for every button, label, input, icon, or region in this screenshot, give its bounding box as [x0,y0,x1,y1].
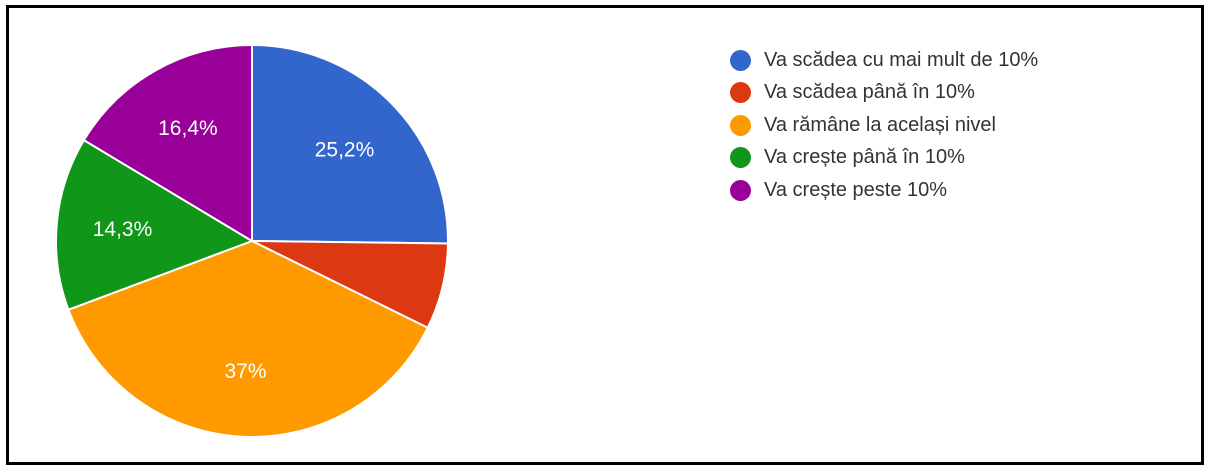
pie-slice [67,239,430,438]
legend-item: Va crește peste 10% [730,174,1038,206]
legend-item: Va crește până în 10% [730,142,1038,174]
legend-swatch [730,114,751,136]
legend-label: Va crește peste 10% [764,178,948,201]
slice-value-label: 14,3% [93,218,153,241]
legend-item: Va rămâne la același nivel [730,109,1038,141]
pie-slice-labels: 25,2% 37% 14,3% 16,4% [93,117,375,383]
pie-slice [82,43,253,243]
legend-item: Va scădea până în 10% [730,77,1038,109]
pie-slice [251,43,449,245]
slice-value-label: 25,2% [315,139,375,162]
legend: Va scădea cu mai mult de 10% Va scădea pâ… [730,44,1038,207]
legend-swatch [730,179,751,201]
legend-item: Va scădea cu mai mult de 10% [730,44,1038,76]
pie-slice [55,138,255,311]
slice-value-label: 37% [224,360,266,383]
legend-label: Va scădea până în 10% [764,81,975,103]
pie-chart: 25,2% 37% 14,3% 16,4% [55,43,449,438]
legend-swatch [730,82,751,103]
legend-label: Va rămâne la același nivel [764,113,996,136]
pie-slices [55,43,449,438]
legend-swatch [730,49,751,71]
legend-label: Va crește până în 10% [764,146,965,168]
legend-swatch [730,147,751,168]
legend-label: Va scădea cu mai mult de 10% [764,48,1039,71]
slice-value-label: 16,4% [158,117,218,140]
